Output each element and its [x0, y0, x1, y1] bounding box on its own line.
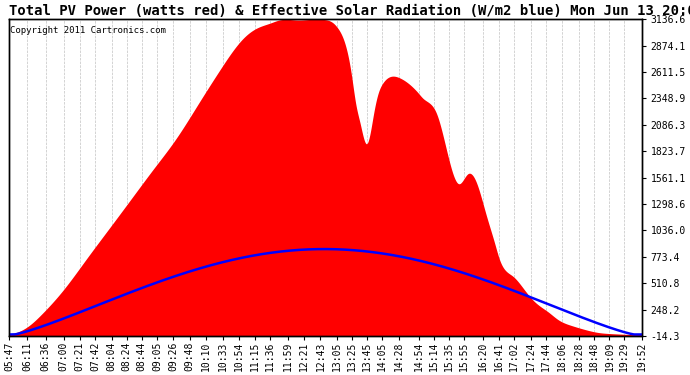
Text: Copyright 2011 Cartronics.com: Copyright 2011 Cartronics.com	[10, 26, 166, 34]
Text: Total PV Power (watts red) & Effective Solar Radiation (W/m2 blue) Mon Jun 13 20: Total PV Power (watts red) & Effective S…	[9, 4, 690, 18]
